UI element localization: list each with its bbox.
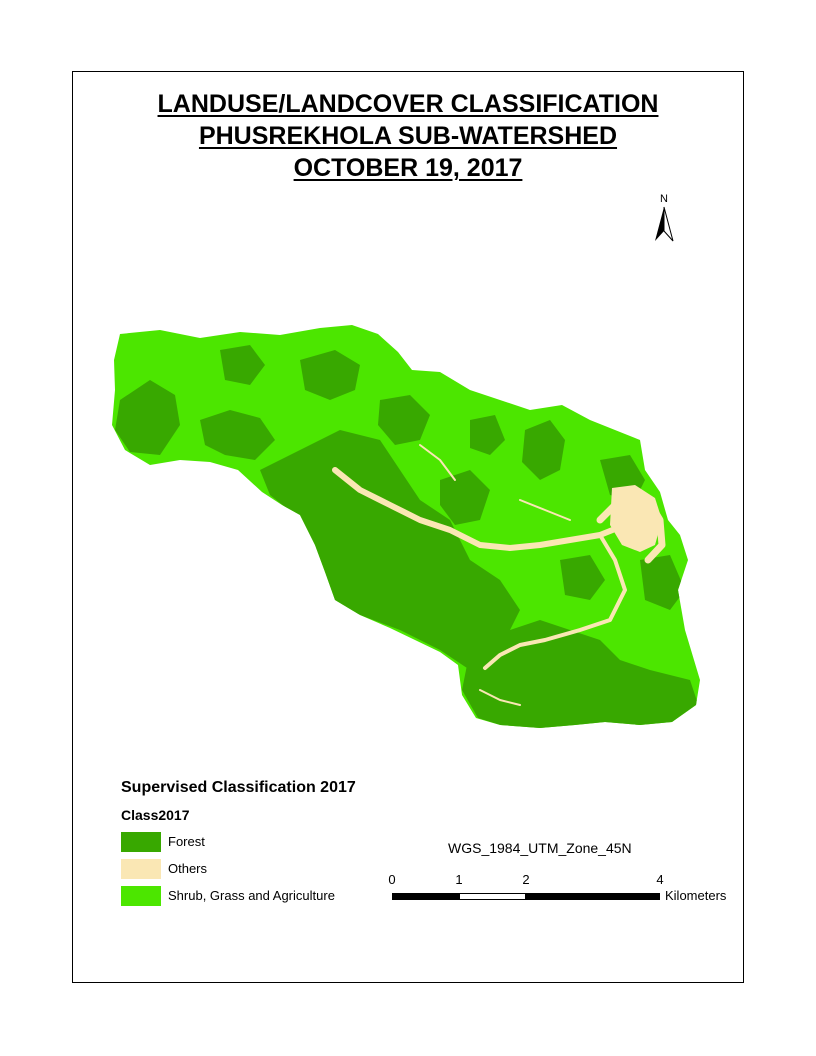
map-title-line-2: PHUSREKHOLA SUB-WATERSHED	[198, 122, 618, 150]
others-settlement-patch	[610, 485, 662, 552]
map-title-line-1: LANDUSE/LANDCOVER CLASSIFICATION	[157, 90, 659, 118]
projection-label: WGS_1984_UTM_Zone_45N	[448, 840, 632, 856]
legend-title: Supervised Classification 2017	[121, 779, 356, 796]
north-arrow: N	[650, 193, 678, 245]
scale-tick-0: 0	[388, 872, 396, 887]
scale-segment-1-2	[459, 893, 526, 900]
landcover-raster	[112, 325, 700, 728]
north-arrow-icon	[655, 206, 674, 242]
scale-bar: 0 1 2 4 Kilometers	[380, 870, 750, 910]
scale-segment-0-1	[392, 893, 459, 900]
scale-units-label: Kilometers	[665, 888, 727, 903]
legend-swatch-shrub	[121, 886, 161, 906]
map-title-line-3: OCTOBER 19, 2017	[293, 154, 523, 182]
legend-label-forest: Forest	[168, 834, 205, 849]
legend-swatch-others	[121, 859, 161, 879]
legend-subtitle: Class2017	[121, 807, 190, 823]
legend-label-shrub: Shrub, Grass and Agriculture	[168, 888, 335, 903]
north-arrow-label: N	[660, 193, 668, 205]
scale-segment-2-4	[526, 893, 660, 900]
legend-label-others: Others	[168, 861, 208, 876]
scale-tick-1: 1	[455, 872, 463, 887]
scale-tick-4: 4	[656, 872, 664, 887]
forest-area	[115, 345, 700, 728]
scale-tick-2: 2	[522, 872, 530, 887]
legend-swatch-forest	[121, 832, 161, 852]
map-layout-frame	[72, 71, 744, 983]
